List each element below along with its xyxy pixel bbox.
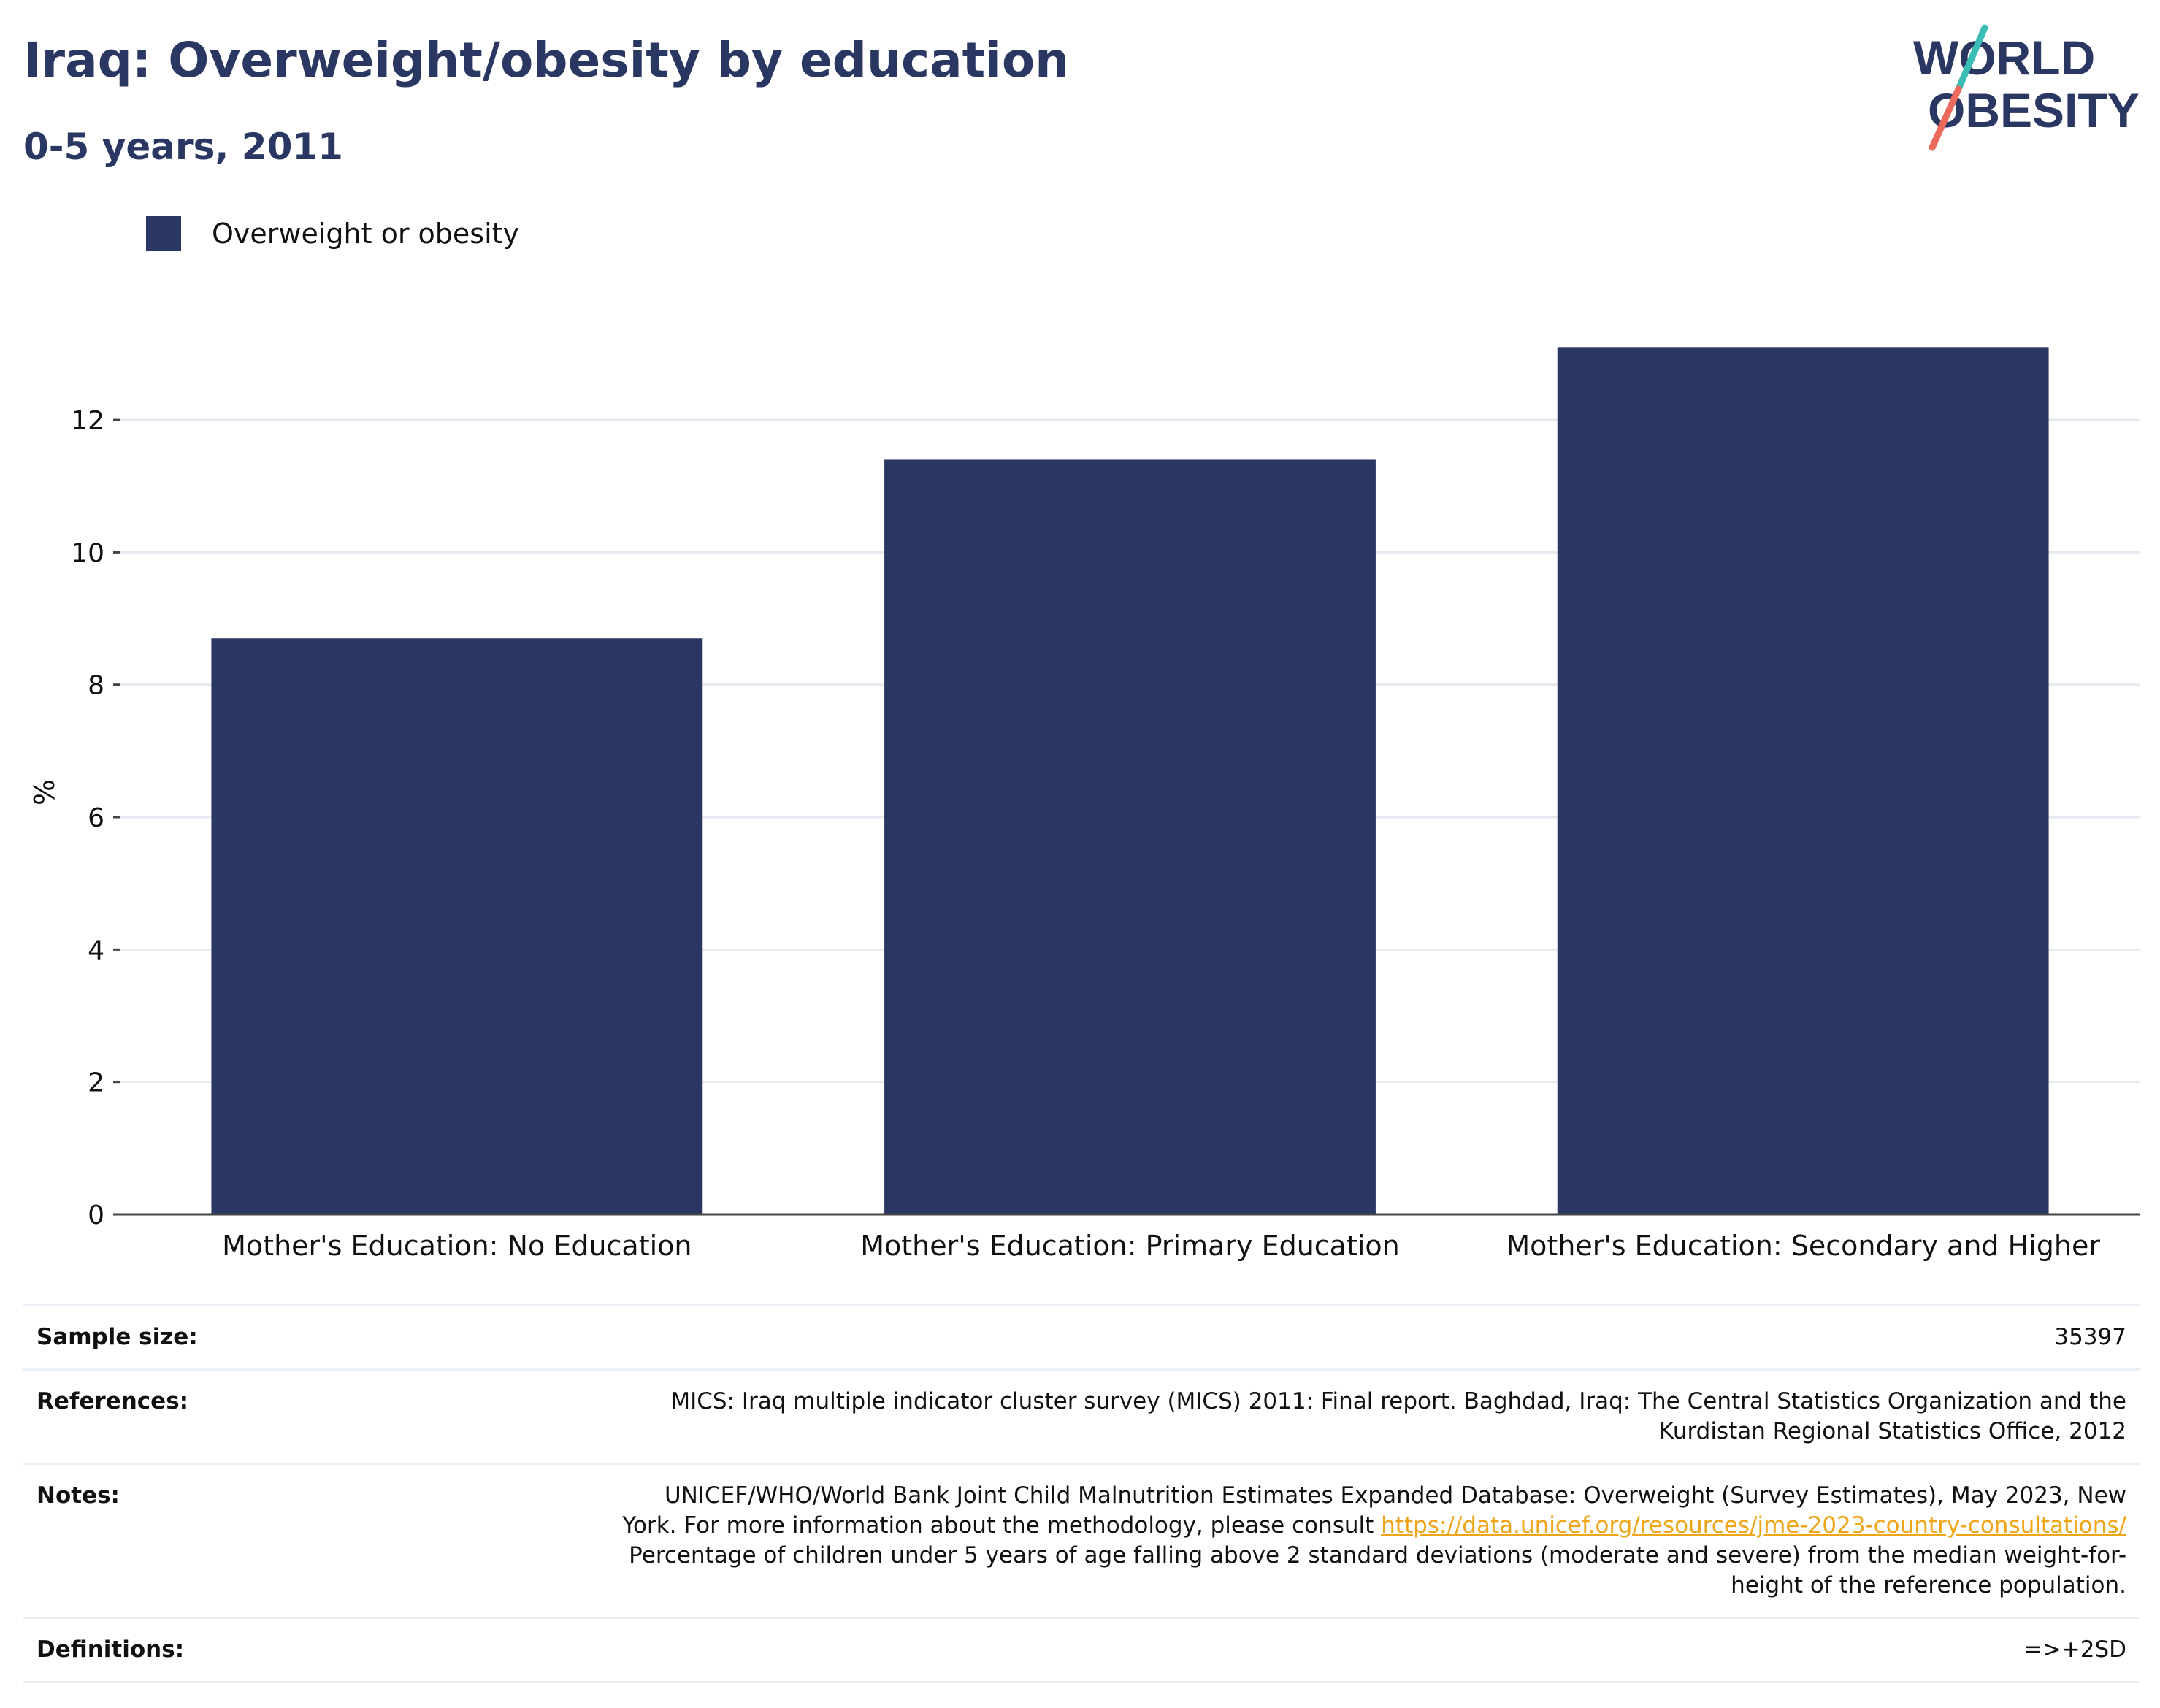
y-tick-label: 2 [88,1068,104,1098]
info-row-sample-size: Sample size: 35397 [23,1304,2140,1370]
logo-word-world: WORLD [1913,31,2095,85]
bar [211,638,703,1214]
info-table: Sample size: 35397 References: MICS: Ira… [23,1304,2140,1683]
y-tick-label: 10 [71,538,104,568]
notes-label: Notes: [23,1463,356,1618]
world-obesity-logo: WORLD OBESITY [1913,24,2140,151]
chart-title: Iraq: Overweight/obesity by education [23,32,1070,88]
methodology-link[interactable]: https://data.unicef.org/resources/jme-20… [1381,1512,2126,1539]
references-label: References: [23,1368,356,1464]
notes-line-4: height of the reference population. [1731,1572,2126,1598]
x-tick-label: Mother's Education: Secondary and Higher [1506,1230,2100,1262]
bar-chart: 0 2 4 6 8 10 12 Mother's Education: No Educatio… [28,347,2140,1262]
y-tick-label: 0 [88,1200,104,1230]
definitions-value: =>+2SD [356,1617,2140,1683]
axes: 0 2 4 6 8 10 12 Mother's Education: No Educatio… [71,406,2140,1262]
x-tick-label: Mother's Education: Primary Education [860,1230,1400,1262]
info-row-notes: Notes: UNICEF/WHO/World Bank Joint Child… [23,1463,2140,1618]
logo-word-obesity: OBESITY [1928,83,2140,137]
notes-line-2: York. For more information about the met… [622,1512,1374,1539]
references-line-2: Kurdistan Regional Statistics Office, 20… [1659,1418,2126,1444]
x-tick-label: Mother's Education: No Education [222,1230,692,1262]
y-tick-label: 12 [71,406,104,436]
references-value: MICS: Iraq multiple indicator cluster su… [356,1368,2140,1464]
bar [884,459,1376,1215]
y-tick-label: 6 [88,803,104,833]
y-tick-label: 4 [88,935,104,965]
y-axis-label: % [28,779,61,805]
legend-swatch [146,216,181,251]
sample-size-label: Sample size: [23,1304,356,1370]
legend-label: Overweight or obesity [212,218,520,250]
info-row-references: References: MICS: Iraq multiple indicato… [23,1368,2140,1464]
bars [211,347,2049,1215]
logo-slash-coral [1929,85,1962,151]
references-line-1: MICS: Iraq multiple indicator cluster su… [670,1388,2126,1414]
sample-size-value: 35397 [356,1304,2140,1370]
notes-line-1: UNICEF/WHO/World Bank Joint Child Malnut… [664,1482,2126,1509]
legend: Overweight or obesity [146,216,519,251]
definitions-label: Definitions: [23,1617,356,1683]
info-row-definitions: Definitions: =>+2SD [23,1617,2140,1683]
notes-line-3: Percentage of children under 5 years of … [629,1542,2126,1569]
bar [1557,347,2049,1215]
notes-value: UNICEF/WHO/World Bank Joint Child Malnut… [356,1463,2140,1618]
y-tick-label: 8 [88,671,104,701]
logo-slash-teal [1955,24,1988,93]
chart-subtitle: 0-5 years, 2011 [23,126,343,168]
